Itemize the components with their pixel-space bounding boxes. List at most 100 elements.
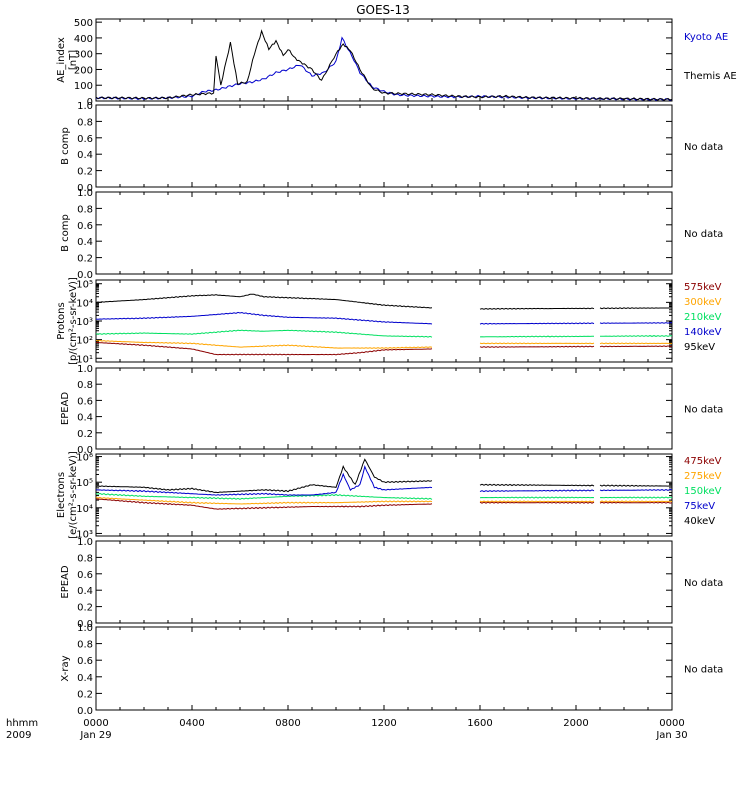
y-axis-label: [e/(cm²-s-sr-keV)] — [68, 451, 79, 539]
series-line-475kev — [95, 498, 433, 510]
panel-frame — [95, 191, 673, 275]
y-tick-label: 10⁵ — [76, 280, 93, 291]
y-tick-label: 0.0 — [77, 183, 93, 194]
y-tick-label: 10² — [76, 336, 93, 347]
panel-bcomp1: B comp 0.0 0.2 0.4 0.6 0.8 1.0 No data — [60, 101, 723, 194]
series-line-140kev — [479, 322, 595, 325]
y-axis-label: AE_index — [56, 37, 67, 83]
panel-frame — [95, 367, 673, 450]
panel-frame — [95, 453, 673, 537]
series-line-210kev — [479, 335, 594, 338]
series-line-95kev — [479, 307, 595, 310]
series-line-40kev — [599, 484, 673, 487]
y-tick-label: 0.8 — [77, 117, 93, 128]
y-tick-label: 0.4 — [77, 673, 93, 684]
y-tick-label: 0.8 — [77, 553, 93, 564]
y-tick-label: 300 — [74, 50, 93, 61]
y-axis-label: EPEAD — [60, 392, 71, 426]
panel-frame — [95, 18, 673, 102]
legend-entry: 210keV — [684, 312, 722, 323]
series-line-475kev — [479, 501, 595, 504]
x-tick-label: 2000 — [563, 718, 588, 729]
y-tick-label: 10⁴ — [76, 298, 93, 309]
series-line-kyoto-ae — [95, 36, 673, 101]
y-tick-label: 1.0 — [77, 188, 93, 199]
x-tick-label: 0400 — [179, 718, 204, 729]
y-axis-label: [p/(cm²-s-sr-keV)] — [68, 277, 79, 365]
y-tick-label: 200 — [74, 65, 93, 76]
time-axis: hhmm 2009 Jan 29 Jan 30 0000 0400 0800 1200… — [6, 718, 688, 741]
series-line-575kev — [479, 345, 595, 348]
hhmm-label: hhmm — [6, 718, 38, 729]
legend-entry: 140keV — [684, 327, 722, 338]
y-tick-label: 1.0 — [77, 364, 93, 375]
panels: AE_index [nT] 0 100 200 300 400 500 Kyoto AE Them… — [56, 18, 737, 717]
x-tick-label: 1600 — [467, 718, 492, 729]
series-line-75kev — [95, 465, 433, 496]
series-line-300kev — [95, 339, 433, 349]
legend-entry: 575keV — [684, 282, 722, 293]
y-tick-label: 0.2 — [77, 429, 93, 440]
series-line-210kev — [599, 335, 673, 337]
y-tick-label: 10⁵ — [76, 478, 93, 489]
panel-ae: AE_index [nT] 0 100 200 300 400 500 Kyoto AE Them… — [56, 18, 737, 108]
y-tick-label: 0.8 — [77, 380, 93, 391]
no-data-label: No data — [684, 405, 723, 416]
y-tick-label: 0.6 — [77, 221, 93, 232]
y-tick-label: 10⁶ — [76, 453, 93, 464]
series-line-150kev — [479, 496, 595, 499]
y-tick-label: 0.8 — [77, 204, 93, 215]
y-axis-label: EPEAD — [60, 565, 71, 599]
series-line-150kev — [599, 496, 673, 499]
y-tick-label: 100 — [74, 81, 93, 92]
panel-bcomp2: B comp 0.0 0.2 0.4 0.6 0.8 1.0 No data — [60, 188, 723, 281]
y-axis-label: B comp — [60, 214, 71, 252]
y-tick-label: 0.4 — [77, 150, 93, 161]
legend-entry: 40keV — [684, 516, 715, 527]
year-label: 2009 — [6, 730, 31, 741]
y-tick-label: 0.2 — [77, 167, 93, 178]
series-line-275kev — [95, 496, 433, 505]
panel-electrons: Electrons [e/(cm²-s-sr-keV)]10³ 10⁴ 10⁵ 10⁶ 4… — [56, 451, 722, 540]
y-tick-label: 10¹ — [76, 354, 93, 365]
no-data-label: No data — [684, 578, 723, 589]
y-tick-label: 0.2 — [77, 254, 93, 265]
legend-entry: Themis AE — [683, 71, 737, 82]
y-tick-label: 1.0 — [77, 537, 93, 548]
y-axis-label: Electrons — [56, 472, 67, 518]
y-tick-label: 0.6 — [77, 134, 93, 145]
y-tick-label: 0.0 — [77, 270, 93, 281]
series-line-575kev — [599, 345, 673, 348]
panel-epead1: EPEAD 0.0 0.2 0.4 0.6 0.8 1.0 No data — [60, 364, 723, 456]
y-axis-label: B comp — [60, 127, 71, 165]
y-tick-label: 0.4 — [77, 586, 93, 597]
y-tick-label: 0 — [87, 97, 93, 108]
y-tick-label: 0.0 — [77, 445, 93, 456]
x-tick-label: 0000 — [659, 718, 684, 729]
panel-frame — [95, 626, 673, 711]
panel-frame — [95, 104, 673, 188]
y-tick-label: 0.6 — [77, 570, 93, 581]
date-start-label: Jan 29 — [79, 730, 111, 741]
y-axis-label: [nT] — [68, 50, 79, 70]
series-line-95kev — [599, 307, 673, 310]
y-tick-label: 0.6 — [77, 656, 93, 667]
panel-epead2: EPEAD 0.0 0.2 0.4 0.6 0.8 1.0 No data — [60, 537, 723, 630]
y-tick-label: 400 — [74, 34, 93, 45]
y-tick-label: 0.0 — [77, 706, 93, 717]
series-line-150kev — [95, 492, 433, 500]
series-line-themis-ae — [95, 29, 673, 101]
series-line-140kev — [599, 321, 673, 325]
y-tick-label: 0.4 — [77, 237, 93, 248]
series-line-475kev — [599, 501, 673, 504]
y-tick-label: 10³ — [76, 317, 93, 328]
panel-frame — [95, 540, 673, 624]
y-tick-label: 1.0 — [77, 623, 93, 634]
legend-entry: 300keV — [684, 297, 722, 308]
series-line-95kev — [95, 293, 433, 309]
series-line-75kev — [479, 489, 595, 493]
y-tick-label: 0.0 — [77, 619, 93, 630]
panel-xray: X-ray 0.0 0.2 0.4 0.6 0.8 1.0 No data — [60, 623, 723, 717]
series-line-140kev — [95, 311, 433, 325]
